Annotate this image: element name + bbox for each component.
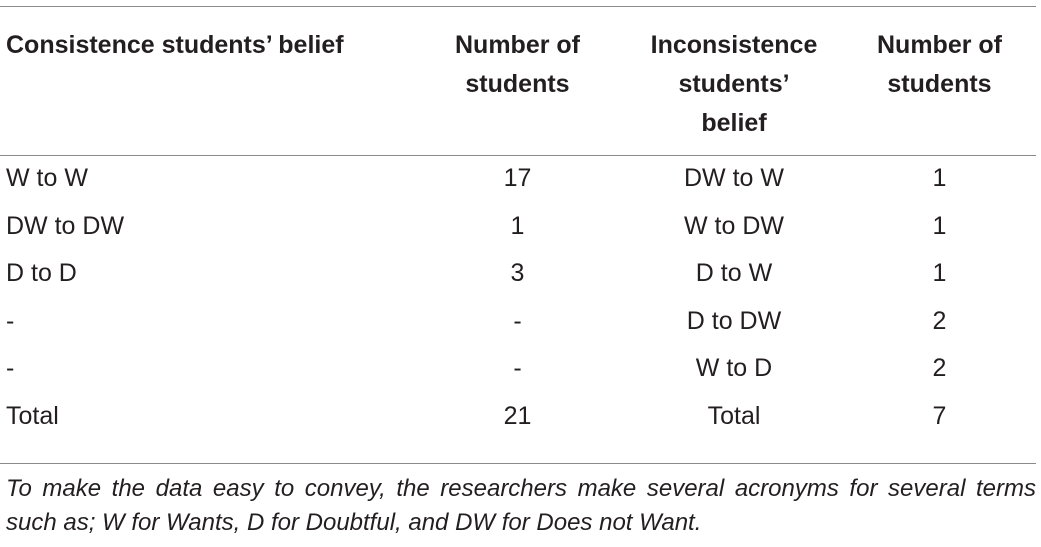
header-number-of-students-1: Number of students (410, 7, 625, 143)
header-line: students (465, 70, 570, 98)
header-number-of-students-2: Number of students (843, 7, 1036, 143)
header-rule (0, 155, 1036, 156)
header-line: Inconsistence (650, 31, 818, 59)
bottom-rule (0, 463, 1036, 464)
data-table: Consistence students’ belief Number of s… (0, 7, 1036, 440)
cell-total-inconsistence: 7 (932, 401, 947, 430)
cell-consistence-count: - (513, 306, 522, 335)
cell-inconsistence-belief: D to W (695, 259, 773, 288)
cell-consistence-count: 17 (503, 164, 532, 193)
header-line: belief (701, 109, 767, 137)
table-row: - - D to DW 2 (0, 298, 1036, 346)
header-row: Consistence students’ belief Number of s… (0, 7, 1036, 143)
cell-inconsistence-count: 1 (932, 211, 947, 240)
cell-consistence-count: 1 (510, 211, 525, 240)
table-row: - - W to D 2 (0, 345, 1036, 393)
table-footnote: To make the data easy to convey, the res… (6, 472, 1036, 540)
cell-consistence-belief: DW to DW (6, 211, 125, 240)
cell-consistence-count: - (513, 354, 522, 383)
table-row: W to W 17 DW to W 1 (0, 143, 1036, 203)
cell-inconsistence-belief: W to DW (684, 211, 784, 240)
cell-inconsistence-belief: DW to W (684, 164, 784, 193)
cell-total-label: Total (6, 401, 59, 430)
footnote-line: several terms such as; W for Wants, D fo… (6, 475, 1037, 536)
header-line: students’ (678, 70, 790, 98)
table-row: D to D 3 D to W 1 (0, 250, 1036, 298)
cell-consistence-belief: - (6, 306, 15, 335)
table-row-total: Total 21 Total 7 (0, 393, 1036, 441)
cell-consistence-belief: - (6, 354, 15, 383)
cell-consistence-count: 3 (510, 259, 525, 288)
header-inconsistence-belief: Inconsistence students’ belief (625, 7, 843, 143)
header-line: students (887, 70, 992, 98)
cell-inconsistence-count: 1 (932, 164, 947, 193)
cell-consistence-belief: W to W (6, 164, 88, 193)
cell-inconsistence-belief: D to DW (686, 306, 782, 335)
header-line: Consistence students’ belief (6, 31, 344, 59)
footnote-line: To make the data easy to convey, the res… (6, 475, 878, 502)
top-rule (0, 6, 1036, 7)
cell-inconsistence-belief: W to D (695, 354, 773, 383)
cell-inconsistence-count: 1 (932, 259, 947, 288)
header-line: Number of (455, 31, 580, 59)
header-consistence-belief: Consistence students’ belief (0, 7, 410, 143)
table-row: DW to DW 1 W to DW 1 (0, 203, 1036, 251)
cell-inconsistence-count: 2 (932, 354, 947, 383)
header-line: Number of (877, 31, 1002, 59)
cell-inconsistence-count: 2 (932, 306, 947, 335)
cell-total-consistence: 21 (503, 401, 532, 430)
cell-total-label-2: Total (707, 401, 761, 430)
cell-consistence-belief: D to D (6, 259, 77, 288)
